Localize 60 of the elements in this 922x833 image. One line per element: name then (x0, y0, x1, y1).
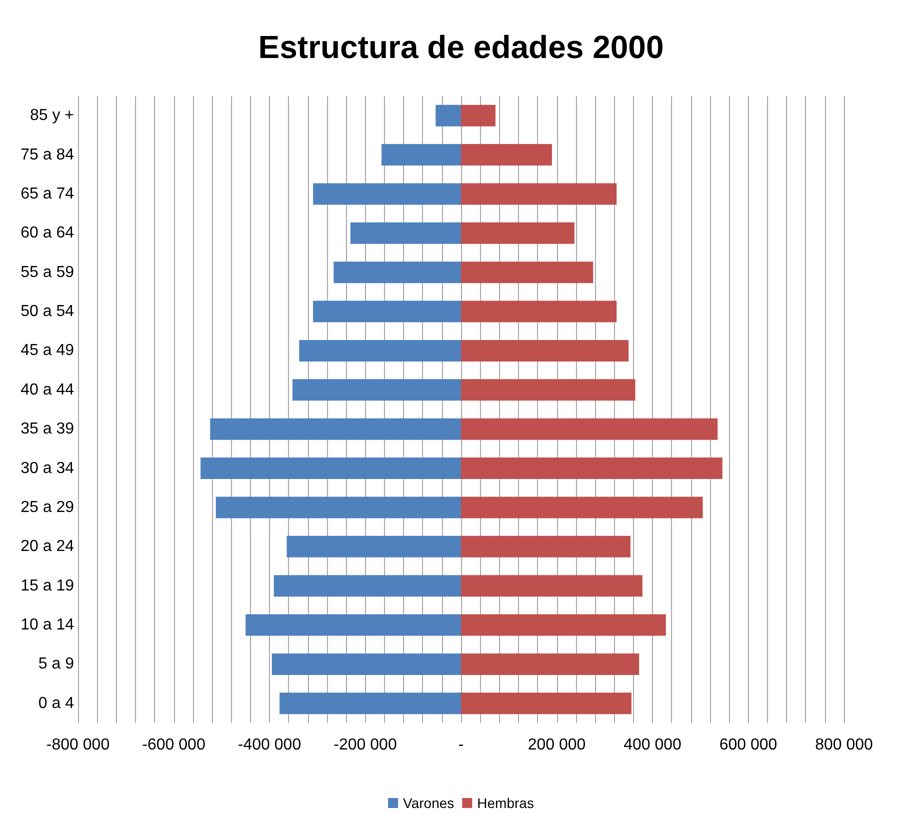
y-tick-label: 65 a 74 (20, 185, 74, 202)
bar (461, 575, 642, 597)
y-tick-label: 30 a 34 (20, 460, 74, 477)
y-tick-label: 40 a 44 (20, 381, 74, 398)
chart-title: Estructura de edades 2000 (258, 29, 664, 65)
bar (436, 104, 461, 126)
legend-label: Hembras (477, 795, 534, 811)
x-tick-label: 800 000 (815, 736, 874, 754)
bar (280, 692, 461, 714)
bar (286, 536, 461, 558)
bar (313, 183, 461, 205)
bar (382, 144, 461, 166)
y-tick-label: 75 a 84 (20, 146, 74, 164)
x-tick-label: -200 000 (334, 736, 397, 754)
y-tick-label: 25 a 29 (20, 498, 74, 516)
bar (299, 340, 461, 362)
y-tick-label: 0 a 4 (38, 694, 74, 712)
x-tick-label: - (458, 736, 464, 754)
x-tick-label: 400 000 (624, 736, 682, 754)
y-tick-label: 15 a 19 (20, 577, 74, 594)
bar (461, 262, 594, 284)
bar (461, 653, 640, 675)
bar (350, 222, 461, 244)
bar (461, 222, 574, 244)
bar (461, 614, 666, 636)
bar (461, 340, 629, 362)
bar (461, 496, 703, 518)
bar (313, 300, 461, 322)
y-tick-label: 85 y + (30, 107, 74, 124)
bar (200, 458, 461, 480)
bar (461, 458, 722, 480)
x-tick-label: 200 000 (528, 736, 586, 754)
bar (461, 144, 552, 166)
y-tick-label: 20 a 24 (20, 538, 74, 556)
y-tick-label: 60 a 64 (20, 224, 74, 242)
bar (272, 653, 461, 675)
bar (334, 262, 461, 284)
x-tick-label: -600 000 (142, 736, 206, 754)
bar (461, 536, 630, 558)
y-tick-label: 35 a 39 (20, 420, 74, 438)
bar (461, 183, 617, 205)
bar (246, 614, 461, 636)
bar (461, 692, 632, 714)
x-tick-label: -800 000 (46, 736, 110, 754)
x-tick-label: 600 000 (719, 736, 778, 754)
bar (461, 418, 718, 440)
y-tick-label: 10 a 14 (20, 616, 74, 634)
y-tick-label: 45 a 49 (20, 342, 74, 360)
bar (461, 300, 617, 322)
legend-label: Varones (403, 795, 454, 811)
y-tick-label: 55 a 59 (20, 264, 74, 281)
y-tick-label: 5 a 9 (38, 656, 74, 673)
bar (216, 496, 461, 518)
bar (210, 418, 461, 440)
y-tick-label: 50 a 54 (20, 303, 74, 320)
bar (461, 104, 496, 126)
bar (292, 379, 461, 401)
bar (274, 575, 461, 597)
x-tick-label: -400 000 (238, 736, 302, 754)
bar (461, 379, 636, 401)
